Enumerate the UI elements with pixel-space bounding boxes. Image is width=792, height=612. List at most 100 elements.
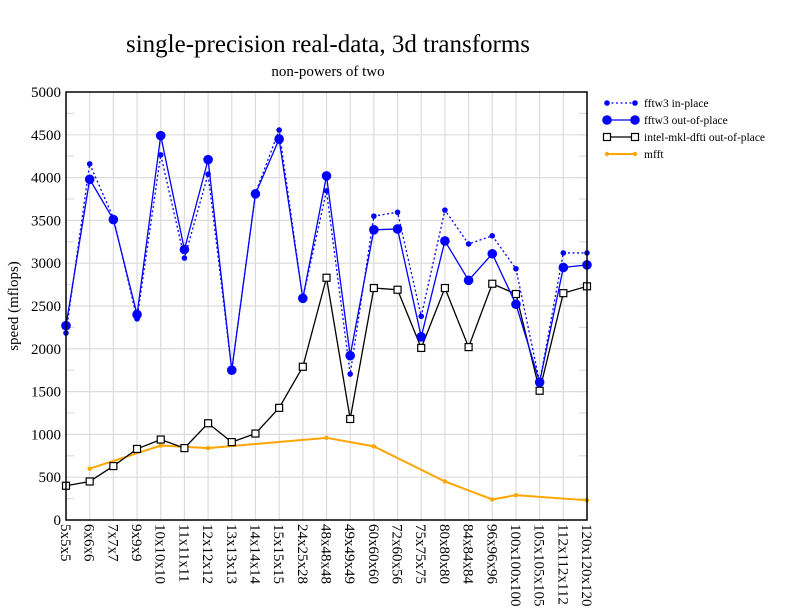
data-point <box>109 461 118 471</box>
y-tick-label: 4000 <box>31 171 61 187</box>
x-tick-label: 120x120x120 <box>578 524 594 607</box>
data-point <box>179 244 190 255</box>
data-point <box>463 275 474 286</box>
y-axis-label: speed (mflops) <box>6 261 22 351</box>
legend-marker <box>632 151 638 157</box>
data-point <box>274 134 284 144</box>
legend-item: mfft <box>604 149 664 161</box>
x-tick-label: 6x6x6 <box>81 524 97 562</box>
chart-title: single-precision real-data, 3d transform… <box>126 31 530 58</box>
series-line <box>89 436 588 502</box>
x-tick-label: 105x105x105 <box>531 524 547 607</box>
data-point <box>465 241 472 247</box>
x-tick-label: 80x80x80 <box>436 524 452 584</box>
data-point <box>252 190 259 196</box>
data-point <box>346 414 355 424</box>
data-point <box>513 492 519 498</box>
data-point <box>371 213 377 219</box>
series-group <box>61 127 592 503</box>
legend-item: intel-mkl-dfti out-of-place <box>602 132 765 144</box>
data-point <box>442 207 448 213</box>
data-point <box>464 342 473 352</box>
data-point <box>180 443 189 453</box>
y-tick-label: 3000 <box>31 256 61 272</box>
x-tick-label: 112x112x112 <box>554 524 570 605</box>
x-tick-label: 100x100x100 <box>507 524 523 607</box>
legend-marker <box>630 115 640 125</box>
legend-marker <box>602 115 612 125</box>
y-tick-label: 500 <box>39 470 62 486</box>
y-tick-label: 5000 <box>31 85 61 101</box>
data-point <box>205 445 211 451</box>
x-tick-label: 60x60x60 <box>365 524 381 584</box>
data-point <box>371 444 377 449</box>
data-point <box>86 161 93 167</box>
y-tick-label: 2500 <box>31 299 61 315</box>
data-point <box>535 386 544 395</box>
data-point <box>134 316 140 322</box>
y-tick-label: 1000 <box>31 427 61 443</box>
series-fftw3-in-place <box>63 127 590 385</box>
legend: fftw3 in-place fftw3 out-of-place intel-mk… <box>602 98 765 161</box>
series-intel-mkl-dfti-out-of-place <box>61 273 592 490</box>
data-point <box>85 477 94 486</box>
y-axis-ticks: 0 500 1000 1500 2000 2500 3000 3500 4000 4500 5000 <box>31 85 61 529</box>
data-point <box>155 130 166 141</box>
data-point <box>227 438 236 447</box>
data-point <box>157 152 164 158</box>
series-mfft <box>87 435 590 503</box>
legend-marker <box>604 151 610 157</box>
y-tick-label: 4500 <box>31 128 61 144</box>
x-tick-label: 75x75x75 <box>412 524 428 584</box>
data-point <box>394 209 401 216</box>
data-point <box>203 154 213 165</box>
data-point <box>442 479 448 484</box>
y-tick-label: 2000 <box>31 342 61 358</box>
x-tick-label: 96x96x96 <box>483 524 499 585</box>
data-point <box>321 171 332 181</box>
data-point <box>416 332 427 342</box>
legend-item: fftw3 out-of-place <box>602 115 728 127</box>
x-tick-label: 48x48x48 <box>318 524 334 584</box>
legend-label: fftw3 in-place <box>644 98 709 110</box>
data-point <box>393 285 402 294</box>
data-point <box>418 313 425 320</box>
data-point <box>440 236 450 246</box>
data-point <box>489 233 496 239</box>
data-point <box>181 255 188 261</box>
x-tick-label: 7x7x7 <box>104 524 120 562</box>
legend-marker <box>602 132 612 142</box>
data-point <box>536 379 543 385</box>
data-point <box>275 403 284 412</box>
data-point <box>417 343 426 353</box>
data-point <box>392 224 403 234</box>
data-point <box>559 289 568 298</box>
data-point <box>276 127 282 133</box>
data-point <box>560 250 567 256</box>
legend-label: mfft <box>644 149 664 161</box>
legend-marker <box>604 100 610 106</box>
data-point <box>513 265 519 272</box>
x-tick-label: 11x11x11 <box>175 524 191 582</box>
x-tick-label: 5x5x5 <box>57 524 73 562</box>
x-axis-ticks: 5x5x5 6x6x6 7x7x7 9x9x9 10x10x10 11x11x11 12x1… <box>57 524 594 607</box>
legend-marker <box>630 132 640 142</box>
y-tick-label: 0 <box>54 513 62 529</box>
data-point <box>511 289 521 299</box>
data-point <box>84 174 95 185</box>
x-tick-label: 13x13x13 <box>223 524 239 584</box>
data-point <box>323 188 330 194</box>
data-point <box>490 497 495 502</box>
data-point <box>228 367 235 374</box>
data-point <box>440 283 450 293</box>
data-point <box>110 215 117 221</box>
x-tick-label: 24x25x28 <box>294 524 310 584</box>
data-point <box>156 435 165 444</box>
data-point <box>487 248 498 259</box>
x-tick-label: 14x14x14 <box>246 524 262 585</box>
data-point <box>345 350 355 361</box>
x-tick-label: 15x15x15 <box>270 524 286 584</box>
y-tick-label: 1500 <box>31 385 61 401</box>
data-point <box>298 362 307 371</box>
